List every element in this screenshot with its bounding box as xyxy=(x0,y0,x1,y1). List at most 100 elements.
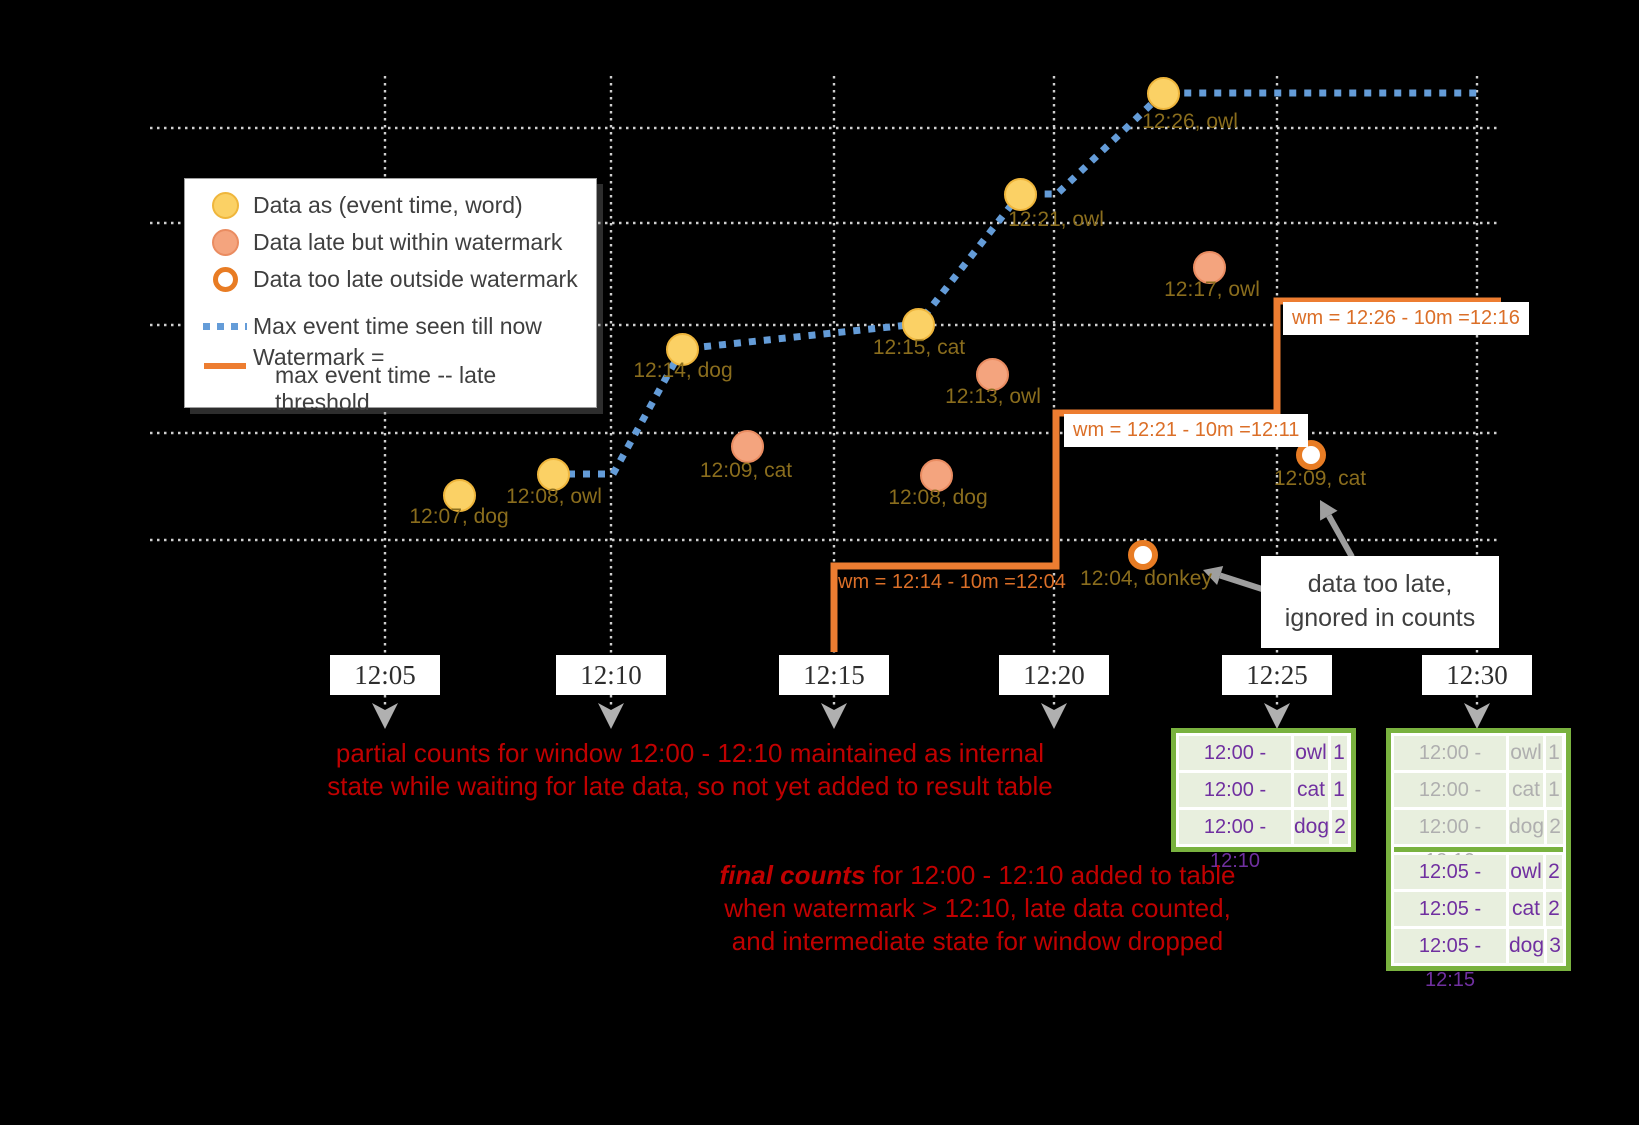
table-cell-word: cat xyxy=(1509,892,1543,926)
legend-spacer xyxy=(197,298,596,311)
table-cell-window: 12:00 - 12:10 xyxy=(1179,736,1291,798)
event-point-on-time-12-26-owl xyxy=(1147,77,1180,110)
partial-counts-line1: partial counts for window 12:00 - 12:10 … xyxy=(335,738,1045,768)
table-cell-count: 2 xyxy=(1547,810,1564,844)
time-tick-12-10: 12:10 xyxy=(556,655,666,695)
result-table-1: 12:00 - 12:10owl112:00 - 12:10cat112:00 … xyxy=(1171,728,1357,872)
table-cell-word: dog xyxy=(1509,929,1545,963)
table-cell-window: 12:00 - 12:10 xyxy=(1394,810,1506,872)
event-point-label-12-09-cat: 12:09, cat xyxy=(699,459,793,482)
event-point-label-12-07-dog: 12:07, dog xyxy=(409,505,509,528)
legend-item-too-late: Data too late outside watermark xyxy=(197,261,596,298)
event-point-label-12-17-owl: 12:17, owl xyxy=(1164,278,1260,301)
table-cell-count: 1 xyxy=(1546,773,1562,807)
legend-label: Data too late outside watermark xyxy=(253,266,578,292)
table-cell-window: 12:00 - 12:10 xyxy=(1179,810,1291,872)
too-late-note: data too late, ignored in counts xyxy=(1261,556,1499,648)
table-cell-window: 12:00 - 12:10 xyxy=(1394,736,1506,798)
table-row: 12:00 - 12:10cat1 xyxy=(1179,773,1348,835)
event-point-label-12-15-cat: 12:15, cat xyxy=(872,336,966,359)
event-point-late-within-12-17-owl xyxy=(1193,251,1226,284)
final-counts-line1-rest: for 12:00 - 12:10 added to table xyxy=(865,860,1236,890)
watermark-label-3: wm = 12:26 - 10m =12:16 xyxy=(1283,302,1529,335)
table-cell-count: 1 xyxy=(1331,736,1347,770)
event-point-late-within-12-09-cat xyxy=(731,430,764,463)
event-point-label-12-08-dog: 12:08, dog xyxy=(888,486,988,509)
table-row: 12:00 - 12:10owl1 xyxy=(1179,736,1348,798)
too-late-note-line1: data too late, xyxy=(1307,570,1453,598)
partial-counts-annotation: partial counts for window 12:00 - 12:10 … xyxy=(250,737,1130,803)
tick-arrowhead-12-25 xyxy=(1264,703,1290,729)
table-row: 12:00 - 12:10owl1 xyxy=(1394,736,1563,798)
table-row: 12:05 - 12:15 dog 3 xyxy=(1394,929,1564,991)
tick-arrowhead-12-30 xyxy=(1464,703,1490,729)
tick-arrowhead-12-15 xyxy=(821,703,847,729)
too-late-marker-icon xyxy=(197,267,253,292)
table-cell-word: dog xyxy=(1294,810,1330,844)
legend-label: Watermark = xyxy=(253,344,385,370)
legend-label: Max event time seen till now xyxy=(253,313,542,339)
final-counts-line2: when watermark > 12:10, late data counte… xyxy=(724,893,1231,923)
event-point-on-time-12-14-dog xyxy=(666,333,699,366)
legend-item-late-within: Data late but within watermark xyxy=(197,224,596,261)
too-late-arrow-donkey xyxy=(1219,572,1263,592)
table-cell-window: 12:00 - 12:10 xyxy=(1179,773,1291,835)
table-cell-word: cat xyxy=(1294,773,1328,807)
time-tick-12-30: 12:30 xyxy=(1422,655,1532,695)
event-point-on-time-12-07-dog xyxy=(443,479,476,512)
event-point-on-time-12-08-owl xyxy=(537,458,570,491)
time-tick-12-15: 12:15 xyxy=(779,655,889,695)
table-divider xyxy=(1394,847,1564,852)
event-point-label-12-26-owl: 12:26, owl xyxy=(1142,110,1238,133)
legend-item-watermark-line: Watermark = xyxy=(197,342,596,373)
table-cell-count: 1 xyxy=(1546,736,1562,770)
table-cell-window: 12:05 - 12:15 xyxy=(1394,892,1506,954)
result-table-2: 12:00 - 12:10owl112:00 - 12:10cat112:00 … xyxy=(1386,728,1572,991)
table-cell-word: dog xyxy=(1509,810,1545,844)
event-point-label-12-14-dog: 12:14, dog xyxy=(633,359,733,382)
tick-arrowhead-12-20 xyxy=(1041,703,1067,729)
final-counts-line1: final counts for 12:00 - 12:10 added to … xyxy=(695,859,1260,892)
event-point-label-12-09-cat: 12:09, cat xyxy=(1273,467,1367,490)
event-point-too-late-12-04-donkey xyxy=(1128,540,1158,570)
too-late-note-line2: ignored in counts xyxy=(1284,604,1476,632)
table-cell-window: 12:05 - 12:15 xyxy=(1394,929,1506,991)
event-point-label-12-04-donkey: 12:04, donkey xyxy=(1080,567,1212,590)
legend-item-on-time: Data as (event time, word) xyxy=(197,187,596,224)
event-point-late-within-12-08-dog xyxy=(920,459,953,492)
legend-label-continued: max event time -- late threshold xyxy=(275,361,497,415)
table-cell-word: owl xyxy=(1294,736,1328,770)
late-within-marker-icon xyxy=(197,229,253,256)
event-point-label-12-08-owl: 12:08, owl xyxy=(506,485,602,508)
event-point-label-12-13-owl: 12:13, owl xyxy=(945,385,1041,408)
table-row: 12:00 - 12:10cat1 xyxy=(1394,773,1563,835)
watermark-line xyxy=(830,297,1501,652)
watermark-label-2: wm = 12:21 - 10m =12:11 xyxy=(1064,414,1309,447)
event-point-late-within-12-13-owl xyxy=(976,358,1009,391)
too-late-arrow-cat-head xyxy=(1320,500,1338,521)
legend-label: Data as (event time, word) xyxy=(253,192,523,218)
table-cell-word: owl xyxy=(1509,855,1543,889)
legend-item-max-event-line: Max event time seen till now xyxy=(197,311,596,342)
watermark-line-icon xyxy=(197,347,253,369)
max-event-line-icon xyxy=(197,323,253,330)
table-cell-window: 12:05 - 12:15 xyxy=(1394,855,1506,917)
final-counts-annotation: final counts for 12:00 - 12:10 added to … xyxy=(695,859,1260,958)
time-tick-12-05: 12:05 xyxy=(330,655,440,695)
table-row: 12:05 - 12:15owl2 xyxy=(1394,855,1563,917)
table-row: 12:05 - 12:15cat2 xyxy=(1394,892,1563,954)
event-point-on-time-12-15-cat xyxy=(902,308,935,341)
tick-arrowhead-12-05 xyxy=(372,703,398,729)
table-cell-window: 12:00 - 12:10 xyxy=(1394,773,1506,835)
legend-label: Data late but within watermark xyxy=(253,229,563,255)
too-late-arrow-cat xyxy=(1326,514,1355,559)
table-cell-word: owl xyxy=(1509,736,1543,770)
legend: Data as (event time, word) Data late but… xyxy=(184,178,597,415)
watermark-label-1: wm = 12:14 - 10m =12:04 xyxy=(838,571,1066,593)
final-counts-line3: and intermediate state for window droppe… xyxy=(731,926,1224,956)
table-cell-word: cat xyxy=(1509,773,1543,807)
max-event-time-line xyxy=(553,89,1477,478)
